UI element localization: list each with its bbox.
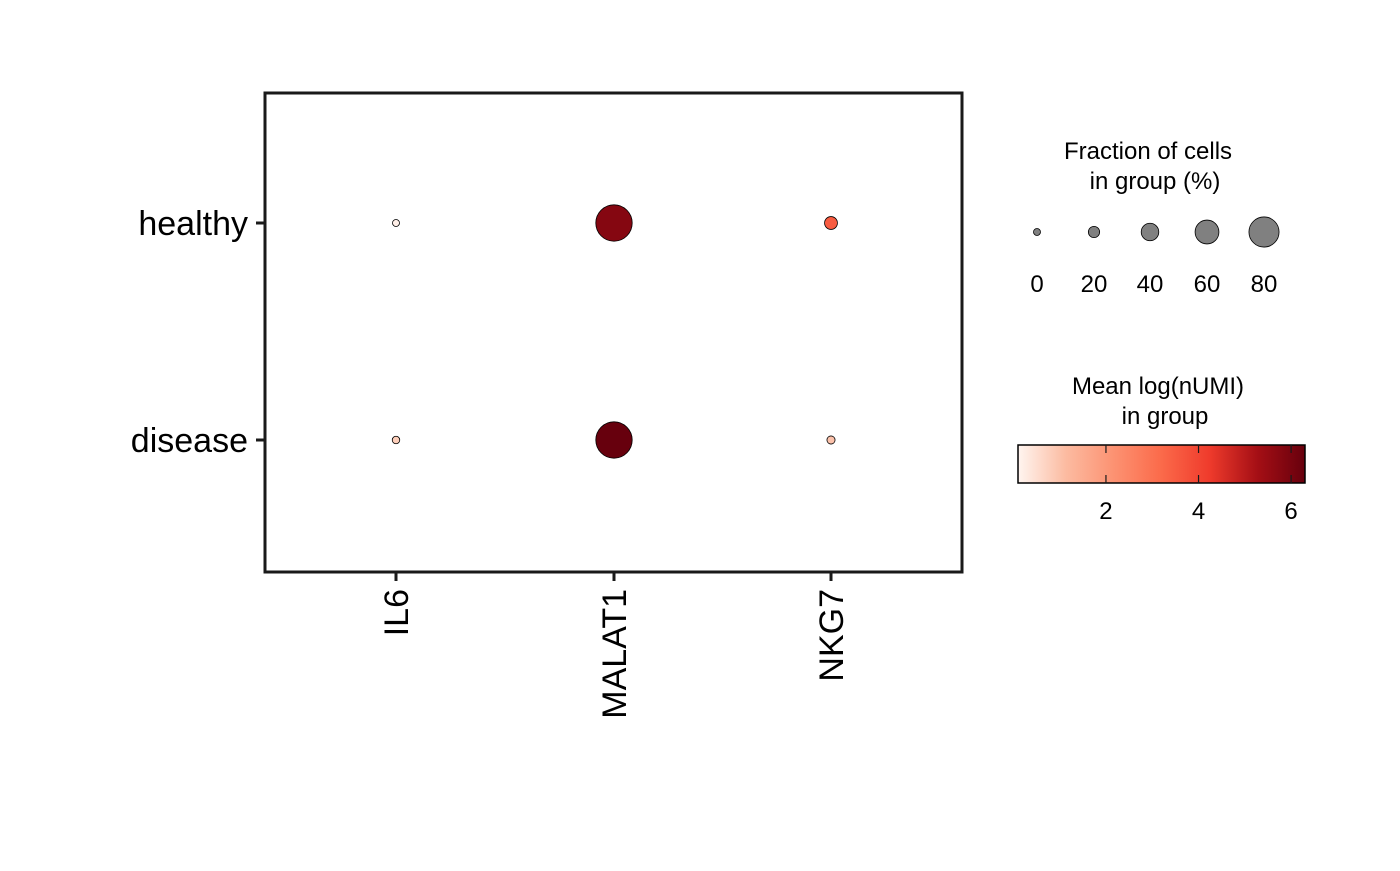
dot-healthy-malat1 xyxy=(595,204,633,242)
y-axis: healthy disease xyxy=(131,205,265,460)
size-legend-label-60: 60 xyxy=(1194,271,1221,298)
size-legend-title-line2: in group (%) xyxy=(1090,168,1221,195)
y-tick-label-healthy: healthy xyxy=(138,205,248,243)
size-legend-label-40: 40 xyxy=(1137,271,1164,298)
size-legend-dot-80 xyxy=(1248,216,1280,248)
x-tick-label-malat1: MALAT1 xyxy=(596,589,634,719)
size-legend-dot-60 xyxy=(1194,219,1220,245)
x-tick-label-nkg7: NKG7 xyxy=(813,589,851,682)
size-legend-label-80: 80 xyxy=(1251,271,1278,298)
color-legend-title-line2: in group xyxy=(1122,403,1209,430)
size-legend-dot-40 xyxy=(1140,222,1160,242)
dot-healthy-nkg7 xyxy=(824,216,838,230)
color-legend: Mean log(nUMI) in group 2 4 6 xyxy=(1017,373,1306,525)
size-legend-label-20: 20 xyxy=(1081,271,1108,298)
size-legend-dot-20 xyxy=(1087,225,1101,239)
dot-disease-il6 xyxy=(391,435,401,445)
size-legend-items: 0 20 40 60 80 xyxy=(1030,216,1280,298)
dot-disease-nkg7 xyxy=(826,435,836,445)
colorbar xyxy=(1017,444,1306,484)
dots-layer xyxy=(391,204,838,459)
dot-healthy-il6 xyxy=(392,219,400,227)
colorbar-label-2: 2 xyxy=(1099,498,1112,525)
y-tick-label-disease: disease xyxy=(131,422,248,460)
color-legend-title-line1: Mean log(nUMI) xyxy=(1072,373,1244,400)
colorbar-label-4: 4 xyxy=(1192,498,1205,525)
x-axis: IL6 MALAT1 NKG7 xyxy=(378,572,851,719)
colorbar-label-6: 6 xyxy=(1284,498,1297,525)
size-legend-dot-0 xyxy=(1033,228,1041,236)
size-legend: Fraction of cells in group (%) 0 20 40 60 80 xyxy=(1030,138,1280,298)
size-legend-title-line1: Fraction of cells xyxy=(1064,138,1232,165)
colorbar-ticks: 2 4 6 xyxy=(1099,445,1298,525)
size-legend-label-0: 0 xyxy=(1030,271,1043,298)
plot-panel xyxy=(263,91,964,574)
dot-disease-malat1 xyxy=(595,421,633,459)
x-tick-label-il6: IL6 xyxy=(378,589,416,636)
